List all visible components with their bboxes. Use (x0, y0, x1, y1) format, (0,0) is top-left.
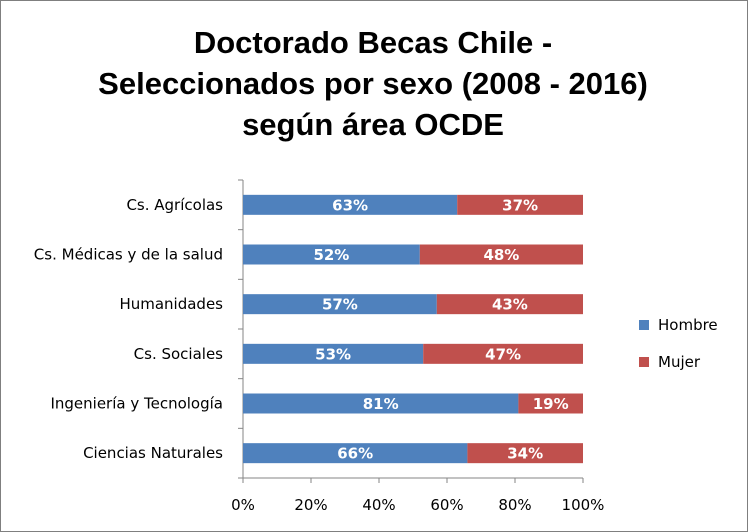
chart-title: Doctorado Becas Chile - Seleccionados po… (0, 22, 746, 145)
category-label: Cs. Sociales (134, 345, 224, 363)
chart-title-line-3: según área OCDE (242, 107, 504, 142)
data-label-hombre: 63% (332, 196, 368, 214)
bar-hombre (243, 393, 519, 414)
category-label: Ciencias Naturales (83, 444, 223, 462)
x-tick-label: 60% (430, 496, 463, 514)
bar-mujer (518, 393, 583, 414)
bar-mujer (457, 194, 583, 215)
plot-area: 0% 20% 40% 60% 80% 100% Cs. Agrícolas 63% 37% Cs.… (34, 179, 605, 514)
data-label-hombre: 81% (363, 395, 399, 413)
data-label-hombre: 66% (337, 445, 373, 463)
data-label-mujer: 37% (502, 196, 538, 214)
category-label: Humanidades (119, 295, 223, 313)
chart-title-line-2: Seleccionados por sexo (2008 - 2016) (98, 66, 648, 101)
bar-hombre (243, 194, 458, 215)
legend-label-hombre: Hombre (658, 316, 718, 334)
data-label-mujer: 47% (485, 345, 521, 363)
legend-swatch-hombre (639, 320, 649, 330)
bar-hombre (243, 244, 420, 265)
data-label-mujer: 34% (507, 445, 543, 463)
data-label-hombre: 57% (322, 296, 358, 314)
data-label-mujer: 19% (533, 395, 569, 413)
legend-label-mujer: Mujer (658, 353, 701, 371)
x-tick-label: 100% (562, 496, 605, 514)
legend-swatch-mujer (639, 357, 649, 367)
x-tick-label: 0% (231, 496, 255, 514)
legend: Hombre Mujer (639, 316, 718, 371)
chart-title-line-1: Doctorado Becas Chile - (193, 25, 553, 60)
bar-hombre (243, 443, 468, 464)
data-label-hombre: 53% (315, 345, 351, 363)
data-label-hombre: 52% (313, 246, 349, 264)
x-tick-label: 20% (294, 496, 327, 514)
data-label-mujer: 48% (483, 246, 519, 264)
bar-hombre (243, 343, 424, 364)
bar-mujer (467, 443, 583, 464)
x-tick-label: 40% (362, 496, 395, 514)
data-label-mujer: 43% (492, 296, 528, 314)
bar-mujer (423, 343, 583, 364)
category-label: Ingeniería y Tecnología (50, 395, 223, 413)
x-tick-label: 80% (498, 496, 531, 514)
category-label: Cs. Agrícolas (126, 196, 223, 214)
bar-mujer (436, 294, 583, 315)
bar-mujer (419, 244, 583, 265)
bar-hombre (243, 294, 437, 315)
category-label: Cs. Médicas y de la salud (34, 246, 223, 264)
